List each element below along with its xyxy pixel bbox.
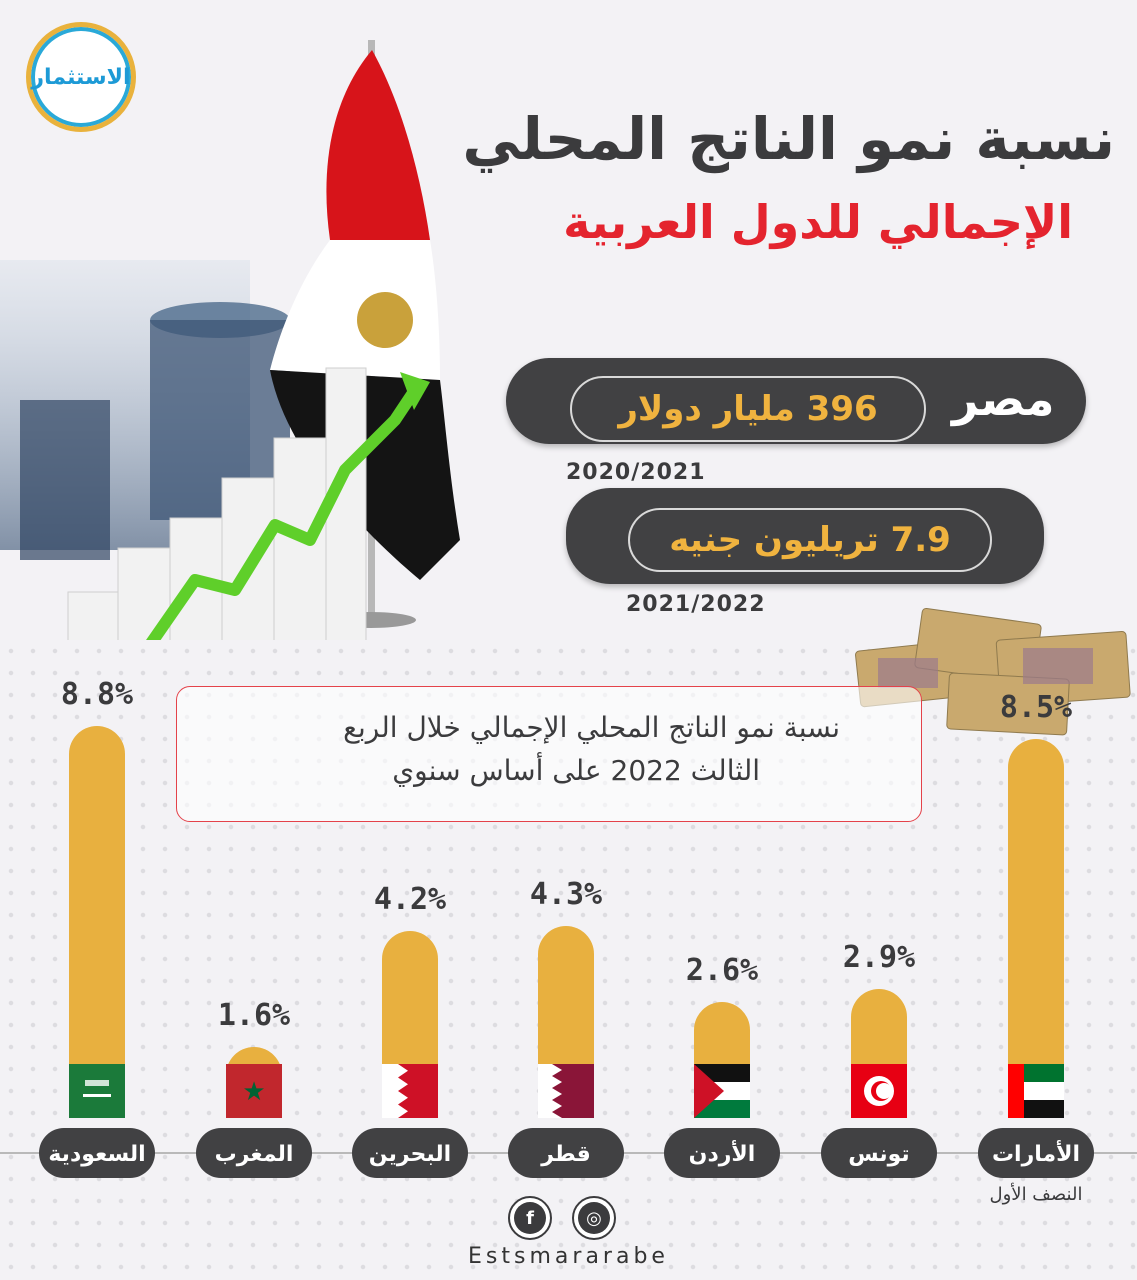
bar-group: ★ 1.6% المغرب [196, 998, 312, 1178]
data-label: 8.5% [1000, 690, 1072, 725]
year-label-2: 2021/2022 [626, 592, 766, 617]
data-label: 4.2% [374, 882, 446, 917]
facebook-icon[interactable]: f [508, 1196, 552, 1240]
brand-logo: الاستثمار [26, 22, 136, 132]
jordan-flag-icon [694, 1064, 750, 1118]
category-pill [352, 1128, 468, 1178]
bar [1008, 739, 1064, 1118]
category-pill [508, 1128, 624, 1178]
bar-group: 8.5% الأمارات [978, 690, 1094, 1178]
qatar-flag-icon [538, 1064, 594, 1118]
page-subtitle: الإجمالي للدول العربية [563, 195, 1073, 249]
egypt-flag-growth-illustration [0, 40, 460, 640]
category-label: قطر [540, 1142, 591, 1167]
category-label: المغرب [215, 1142, 294, 1167]
bar-group: 2.6% الأردن [664, 953, 780, 1178]
category-pill [39, 1128, 155, 1178]
data-label: 2.6% [686, 953, 758, 988]
svg-text:★: ★ [242, 1077, 265, 1107]
bar-group: 4.2% البحرين [352, 882, 468, 1178]
footer-brand: Estsmararabe [468, 1244, 669, 1269]
egypt-egp-value: 7.9 تريليون جنيه [628, 508, 992, 572]
data-label: 8.8% [61, 677, 133, 712]
data-label: 1.6% [218, 998, 290, 1033]
category-pill [821, 1128, 937, 1178]
category-label: الأردن [689, 1139, 756, 1167]
category-label: تونس [848, 1142, 909, 1167]
data-label: 2.9% [843, 940, 915, 975]
facebook-icon-glyph: f [514, 1202, 546, 1234]
morocco-flag-icon: ★ [226, 1064, 282, 1118]
uae-period-note: النصف الأول [990, 1183, 1083, 1205]
egypt-usd-value: 396 مليار دولار [570, 376, 926, 442]
note-line-2: الثالث 2022 على أساس سنوي [392, 754, 760, 788]
saudi-flag-icon [69, 1064, 125, 1118]
category-pill [978, 1128, 1094, 1178]
note-text: نسبة نمو الناتج المحلي الإجمالي خلال الر… [200, 706, 840, 793]
logo-text: الاستثمار [31, 64, 131, 90]
uae-flag-icon [1008, 1064, 1064, 1118]
bar-group: 8.8% السعودية [39, 677, 155, 1178]
bar [69, 726, 125, 1118]
dribbble-icon-glyph: ◎ [578, 1202, 610, 1234]
note-line-1: نسبة نمو الناتج المحلي الإجمالي خلال الر… [343, 711, 840, 744]
category-pill [664, 1128, 780, 1178]
category-label: البحرين [369, 1142, 451, 1167]
bahrain-flag-icon [382, 1064, 438, 1118]
tunisia-flag-icon [851, 1064, 907, 1118]
note-box [176, 686, 922, 822]
bar-group: 4.3% قطر [508, 877, 624, 1178]
category-label: السعودية [48, 1142, 145, 1167]
page-title: نسبة نمو الناتج المحلي [462, 105, 1115, 173]
data-label: 4.3% [530, 877, 602, 912]
egypt-label: مصر [952, 372, 1055, 426]
category-pill [196, 1128, 312, 1178]
dribbble-icon[interactable]: ◎ [572, 1196, 616, 1240]
category-label: الأمارات [992, 1139, 1080, 1167]
year-label-1: 2020/2021 [566, 460, 706, 485]
bar-group: 2.9% تونس [821, 940, 937, 1178]
